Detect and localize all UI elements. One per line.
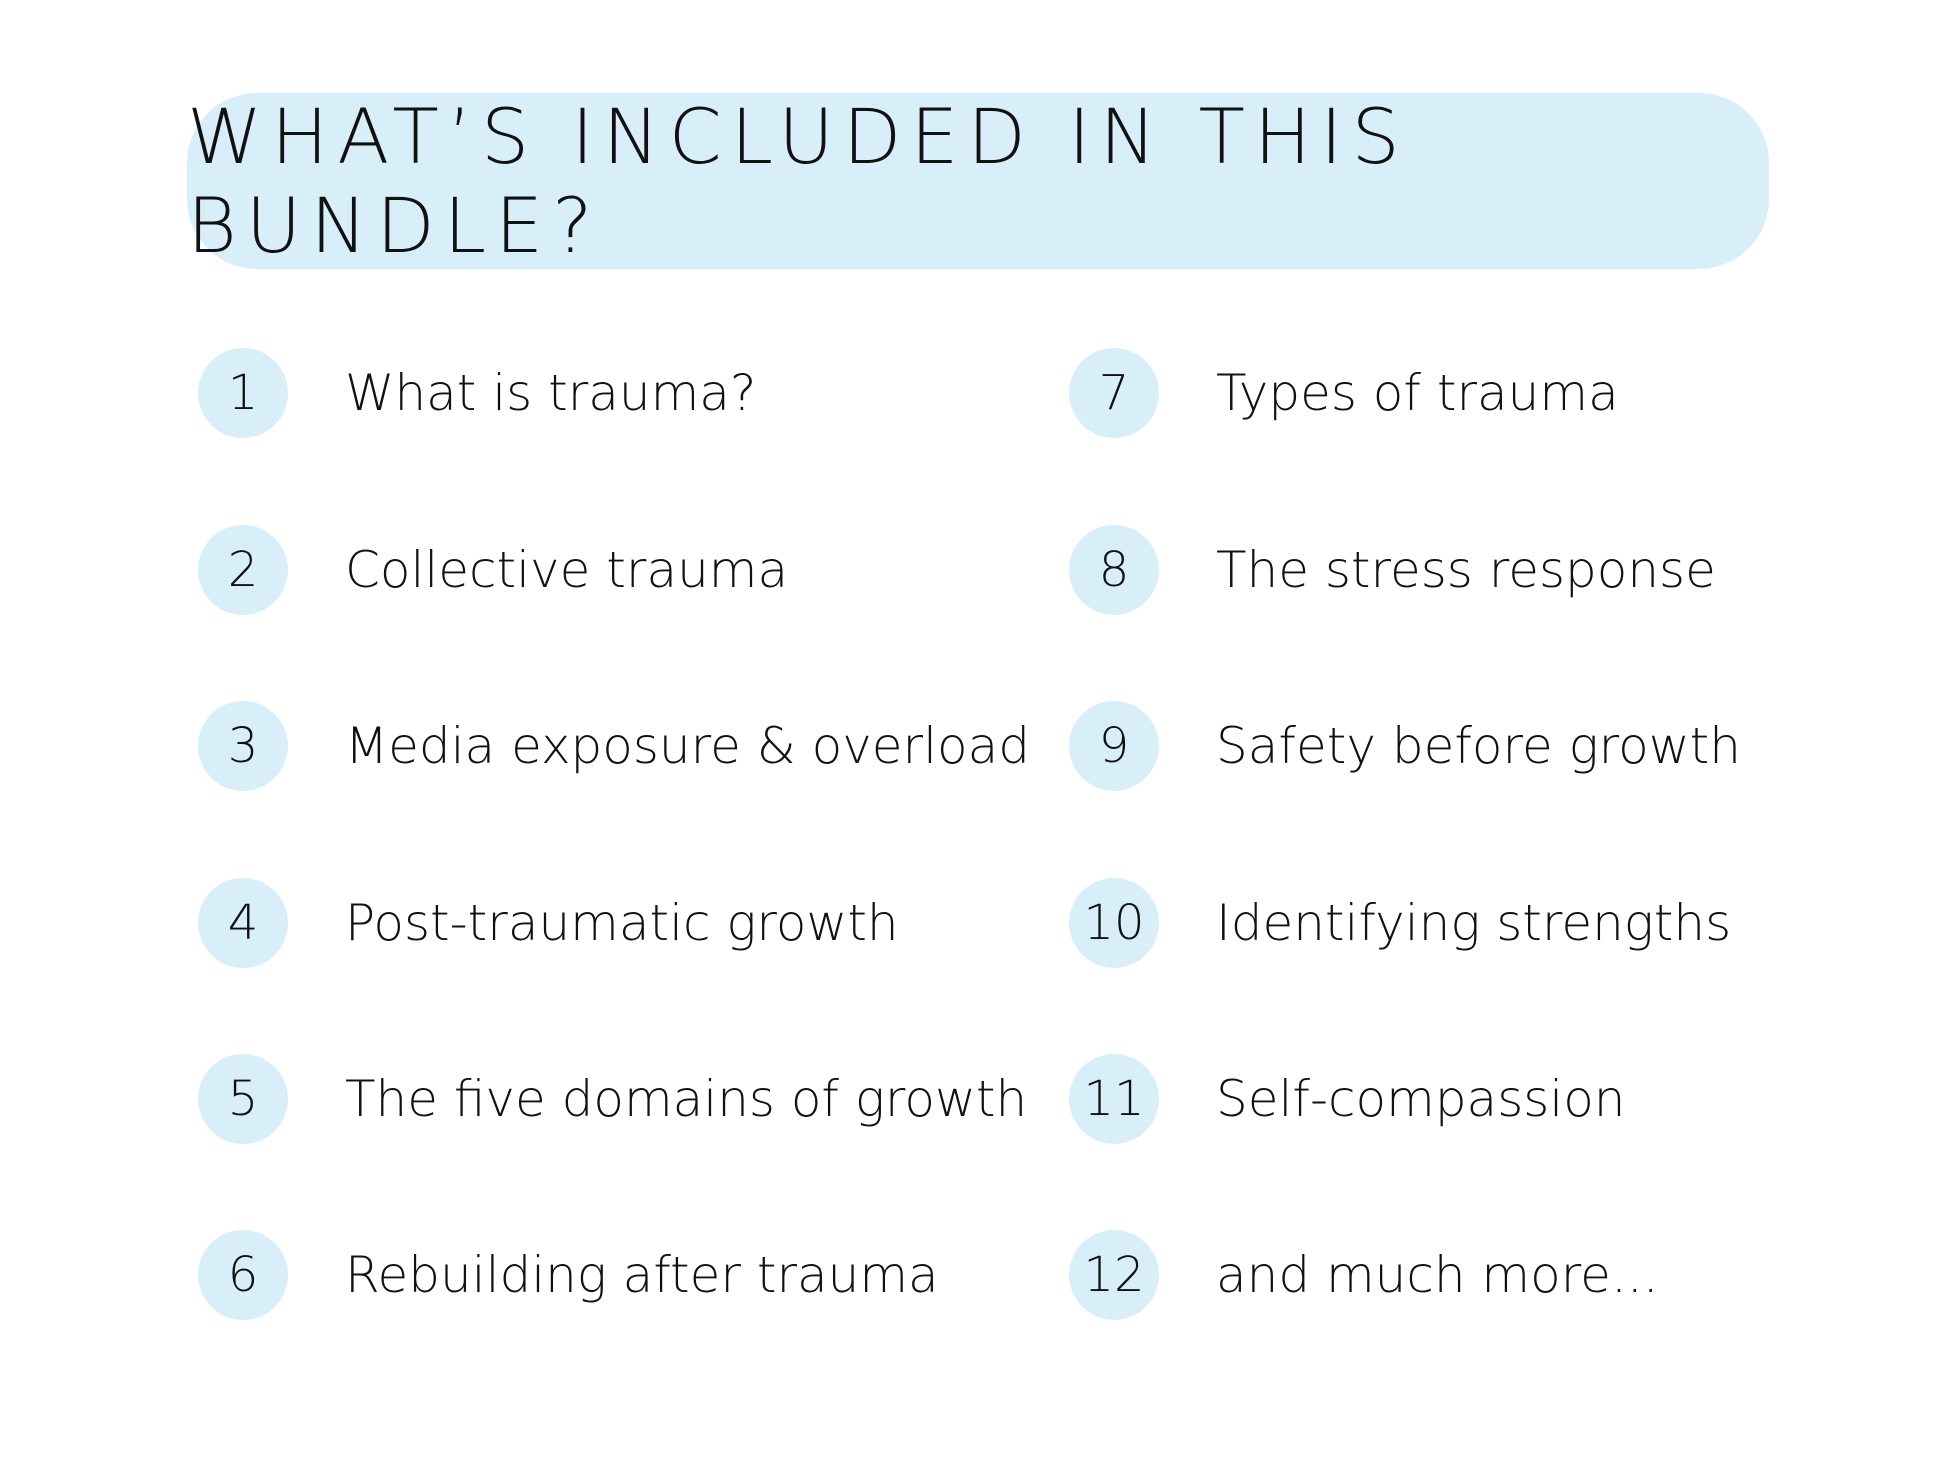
item-label: Media exposure & overload (345, 717, 1030, 775)
number-badge: 12 (1069, 1230, 1159, 1320)
list-item: 4 Post-traumatic growth (198, 878, 899, 968)
item-number: 6 (227, 1247, 259, 1303)
number-badge: 9 (1069, 701, 1159, 791)
item-number: 3 (227, 718, 259, 774)
number-badge: 4 (198, 878, 288, 968)
list-item: 8 The stress response (1069, 525, 1716, 615)
item-label: Self-compassion (1216, 1070, 1626, 1128)
item-label: The five domains of growth (345, 1070, 1028, 1128)
item-number: 9 (1098, 718, 1130, 774)
list-item: 2 Collective trauma (198, 525, 788, 615)
number-badge: 10 (1069, 878, 1159, 968)
item-label: Post-traumatic growth (345, 894, 899, 952)
item-number: 2 (227, 542, 259, 598)
item-label: Identifying strengths (1216, 894, 1732, 952)
item-label: Types of trauma (1216, 364, 1619, 422)
number-badge: 6 (198, 1230, 288, 1320)
list-item: 10 Identifying strengths (1069, 878, 1731, 968)
list-item: 12 and much more... (1069, 1230, 1659, 1320)
list-item: 9 Safety before growth (1069, 701, 1741, 791)
list-item: 11 Self-compassion (1069, 1054, 1625, 1144)
list-item: 7 Types of trauma (1069, 348, 1619, 438)
item-number: 1 (227, 365, 259, 421)
title-banner: WHAT’S INCLUDED IN THIS BUNDLE? (187, 92, 1769, 270)
list-item: 3 Media exposure & overload (198, 701, 1030, 791)
item-number: 12 (1083, 1247, 1145, 1303)
item-number: 4 (227, 895, 259, 951)
item-label: Safety before growth (1216, 717, 1741, 775)
item-label: What is trauma? (345, 364, 757, 422)
item-number: 7 (1098, 365, 1130, 421)
item-number: 5 (227, 1071, 259, 1127)
number-badge: 11 (1069, 1054, 1159, 1144)
item-label: Rebuilding after trauma (345, 1246, 939, 1304)
list-item: 1 What is trauma? (198, 348, 756, 438)
item-number: 10 (1083, 895, 1145, 951)
number-badge: 7 (1069, 348, 1159, 438)
list-item: 5 The five domains of growth (198, 1054, 1027, 1144)
item-label: The stress response (1216, 541, 1716, 599)
item-number: 11 (1083, 1071, 1145, 1127)
page-title: WHAT’S INCLUDED IN THIS BUNDLE? (187, 92, 1409, 270)
number-badge: 8 (1069, 525, 1159, 615)
number-badge: 3 (198, 701, 288, 791)
list-item: 6 Rebuilding after trauma (198, 1230, 939, 1320)
number-badge: 5 (198, 1054, 288, 1144)
item-number: 8 (1098, 542, 1130, 598)
item-label: Collective trauma (345, 541, 789, 599)
item-label: and much more... (1216, 1246, 1659, 1304)
number-badge: 2 (198, 525, 288, 615)
number-badge: 1 (198, 348, 288, 438)
